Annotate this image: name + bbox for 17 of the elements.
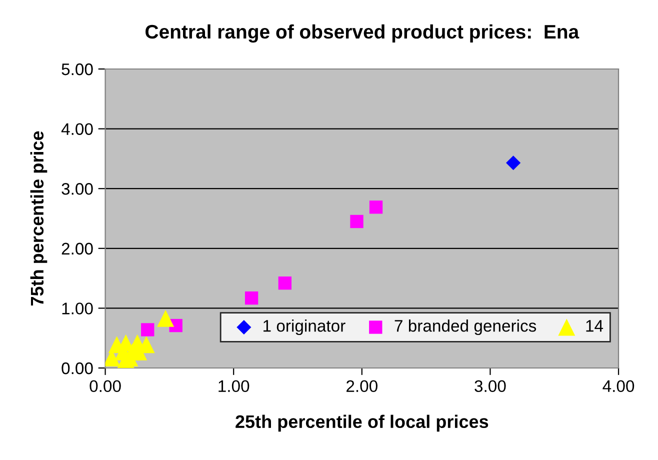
- x-tick-label: 3.00: [474, 380, 506, 392]
- y-tick-label: 4.00: [61, 123, 93, 136]
- legend-label: 7 branded generics: [394, 320, 536, 336]
- y-tick-label: 3.00: [62, 183, 93, 195]
- y-tick-label: 5.00: [62, 63, 93, 76]
- chart-title: Central range of observed product prices: Ena: [146, 24, 580, 43]
- x-tick-label: 0.00: [90, 380, 121, 392]
- y-axis-title: 75th percentile price: [30, 131, 48, 306]
- y-tick-label: 1.00: [62, 302, 93, 314]
- x-tick-label: 4.00: [602, 380, 634, 392]
- x-tick-label: 2.00: [346, 380, 378, 392]
- y-tick-label: 2.00: [62, 242, 93, 255]
- y-tick-label: 0.00: [62, 362, 93, 374]
- legend-label: 1 originator: [264, 320, 346, 336]
- x-tick-label: 1.00: [218, 380, 250, 392]
- legend-label: 14: [586, 320, 604, 332]
- x-axis-title: 25th percentile of local prices: [236, 414, 488, 432]
